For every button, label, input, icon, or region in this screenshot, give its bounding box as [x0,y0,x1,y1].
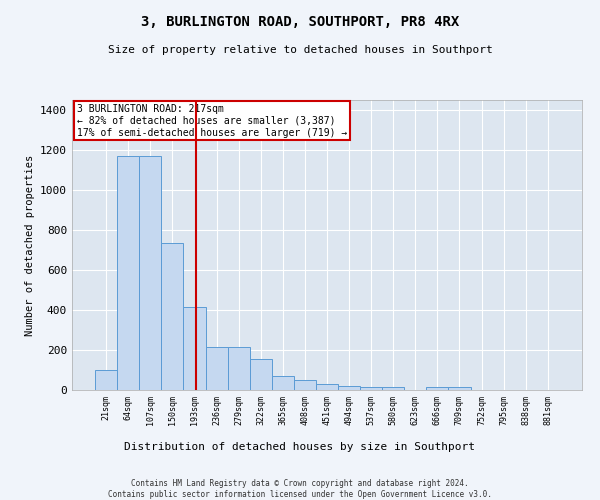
Y-axis label: Number of detached properties: Number of detached properties [25,154,35,336]
Bar [360,387,382,390]
Bar [184,307,206,390]
Text: Contains HM Land Registry data © Crown copyright and database right 2024.: Contains HM Land Registry data © Crown c… [131,479,469,488]
Bar [227,347,250,390]
Bar [95,370,117,390]
Text: Distribution of detached houses by size in Southport: Distribution of detached houses by size … [125,442,476,452]
Bar [427,387,448,390]
Bar [316,384,338,390]
Bar [338,386,360,390]
Bar [272,376,294,390]
Bar [382,387,404,390]
Text: Contains public sector information licensed under the Open Government Licence v3: Contains public sector information licen… [108,490,492,499]
Bar [117,156,139,390]
Bar [206,347,227,390]
Text: Size of property relative to detached houses in Southport: Size of property relative to detached ho… [107,45,493,55]
Bar [448,387,470,390]
Bar [294,380,316,390]
Bar [250,359,272,390]
Text: 3 BURLINGTON ROAD: 217sqm
← 82% of detached houses are smaller (3,387)
17% of se: 3 BURLINGTON ROAD: 217sqm ← 82% of detac… [77,104,347,138]
Text: 3, BURLINGTON ROAD, SOUTHPORT, PR8 4RX: 3, BURLINGTON ROAD, SOUTHPORT, PR8 4RX [141,15,459,29]
Bar [161,243,184,390]
Bar [139,156,161,390]
